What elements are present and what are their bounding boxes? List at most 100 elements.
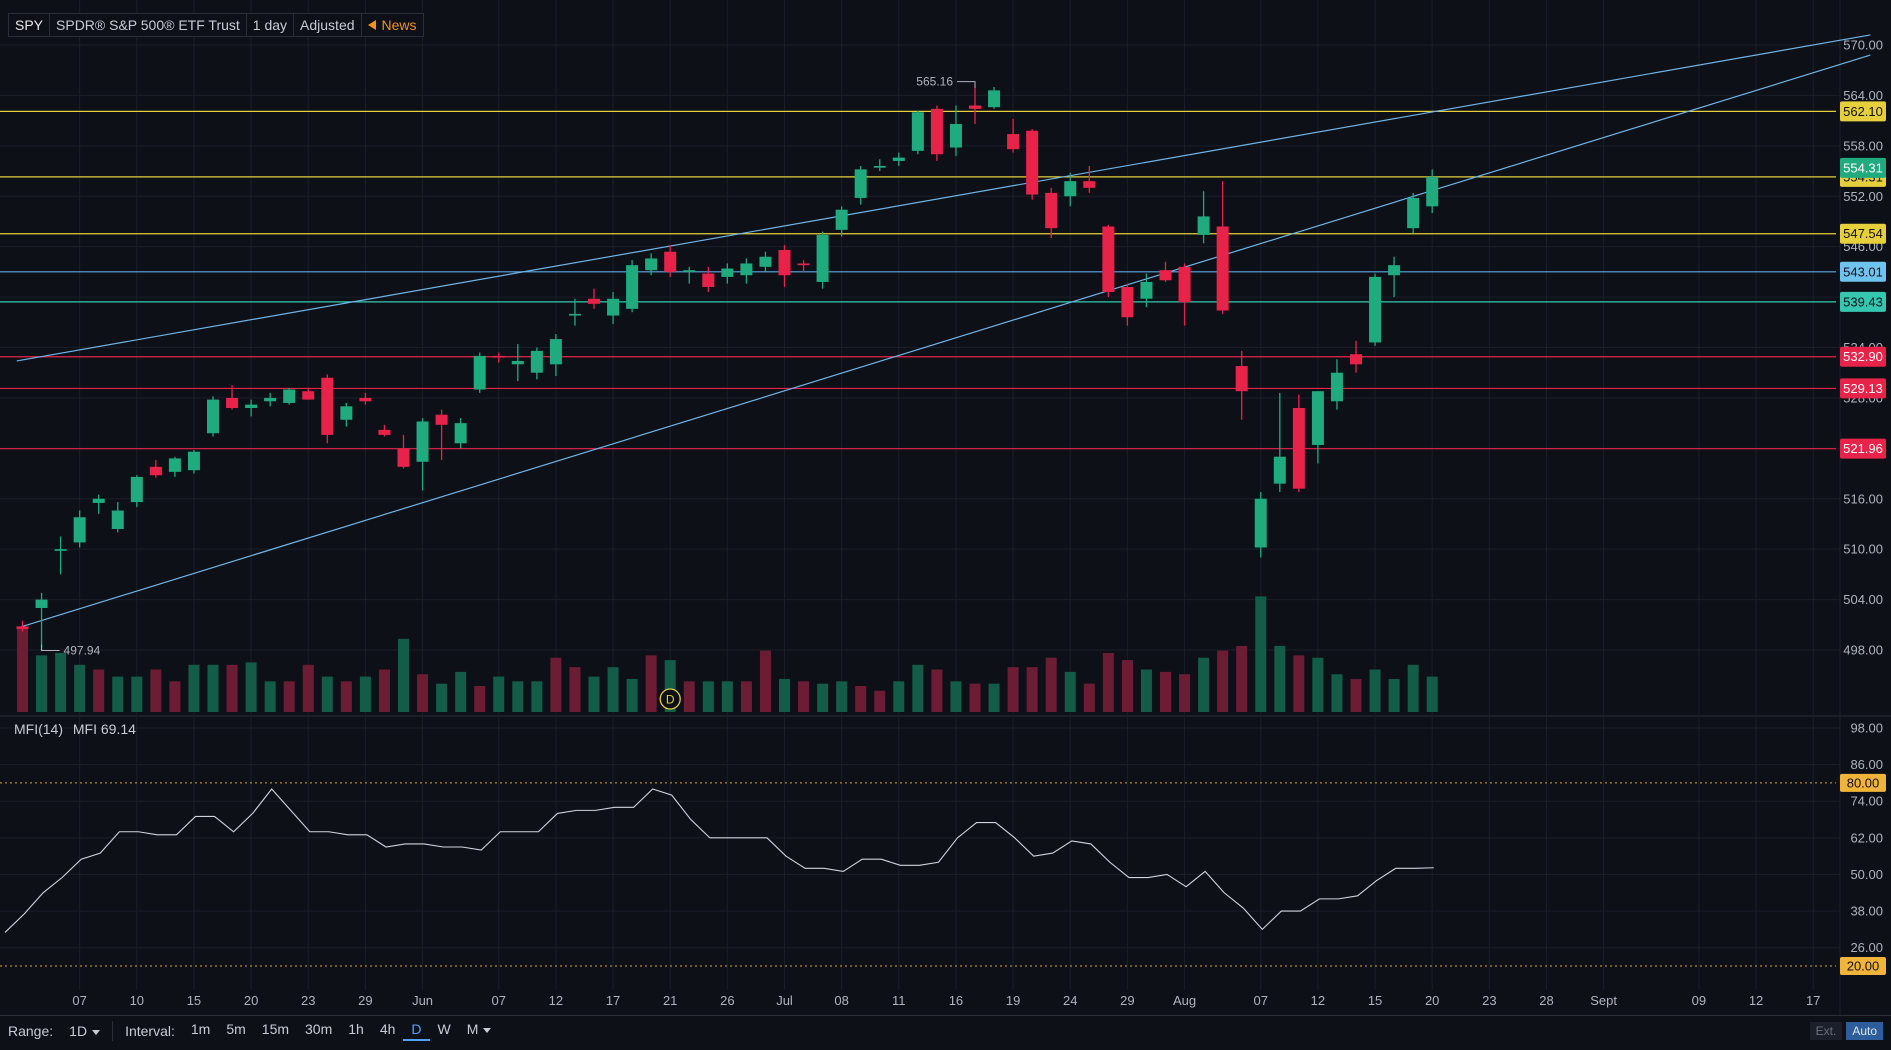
legend-name: SPDR® S&P 500® ETF Trust (50, 14, 247, 36)
volume-bar (1217, 650, 1229, 712)
range-value: 1D (69, 1023, 88, 1039)
price-label-tag (1840, 378, 1886, 399)
x-tick-label: 12 (549, 993, 563, 1008)
volume-bar (664, 660, 676, 712)
candle-body (226, 397, 239, 408)
candle (226, 385, 239, 410)
candle-body (1102, 226, 1115, 293)
candle-body (1216, 226, 1229, 311)
candle-body (607, 298, 620, 316)
mfi-tick-label: 86.00 (1850, 757, 1883, 772)
annotation-leader (41, 644, 60, 652)
x-tick-label: 23 (301, 993, 315, 1008)
x-tick-label: 24 (1063, 993, 1077, 1008)
x-tick-label: 10 (130, 993, 144, 1008)
interval-1m[interactable]: 1m (190, 1021, 211, 1037)
volume-bar (874, 690, 886, 712)
interval-d[interactable]: D (403, 1021, 430, 1041)
volume-bar (1064, 671, 1076, 712)
x-tick-label: 07 (1254, 993, 1268, 1008)
dividend-marker[interactable]: D (659, 688, 681, 710)
volume-bar (1102, 653, 1114, 712)
candle (683, 266, 696, 284)
candle (549, 334, 562, 377)
candle (1292, 394, 1305, 493)
interval-w[interactable]: W (437, 1021, 451, 1037)
volume-bar (340, 681, 352, 712)
candle-body (797, 263, 810, 266)
candle-body (149, 466, 162, 476)
interval-label: Interval: (125, 1023, 175, 1039)
volume-bar (150, 669, 162, 712)
candle (1330, 359, 1343, 410)
interval-m[interactable]: M (459, 1021, 500, 1041)
candle-body (1026, 130, 1039, 195)
x-tick-label: 23 (1482, 993, 1496, 1008)
candle (816, 231, 829, 289)
mfi-tick-label: 98.00 (1850, 721, 1883, 736)
candle-body (1159, 270, 1172, 281)
candle (1369, 273, 1382, 346)
candle-body (130, 476, 143, 503)
interval-15m[interactable]: 15m (261, 1021, 290, 1037)
legend-adjusted[interactable]: Adjusted (294, 14, 362, 36)
candle-body (511, 360, 524, 365)
volume-bar (474, 686, 486, 712)
candle-body (1083, 181, 1096, 188)
candle (1273, 392, 1286, 493)
legend-symbol[interactable]: SPY (9, 14, 51, 36)
volume-bar (512, 681, 524, 712)
candle (1235, 350, 1248, 420)
candle-body (1369, 276, 1382, 343)
candle (16, 620, 29, 632)
candle (530, 347, 543, 380)
interval-1h[interactable]: 1h (348, 1021, 364, 1037)
candle-body (1140, 281, 1153, 299)
bottom-toolbar: Range: 1D Interval: 1m 5m 15m 30m 1h 4h D W M Ex… (0, 1015, 1891, 1046)
volume-bar (988, 683, 1000, 712)
volume-bar (1045, 657, 1057, 712)
interval-4h[interactable]: 4h (379, 1021, 396, 1037)
candle-body (187, 451, 200, 471)
interval-30m[interactable]: 30m (305, 1021, 333, 1037)
ext-button[interactable]: Ext. (1809, 1022, 1843, 1040)
volume-bar (321, 676, 333, 712)
candle (911, 110, 924, 155)
candle-body (340, 406, 353, 420)
candle-body (1330, 372, 1343, 402)
price-level-labels: 562.10 554.31 547.54 543.01 539.43 532.90 529.… (1840, 101, 1886, 459)
candle (988, 87, 1001, 109)
candle-body (835, 209, 848, 230)
trend-lines (16, 34, 1871, 629)
volume-bar (1160, 671, 1171, 712)
candle (1407, 192, 1420, 234)
volume-bar (569, 667, 581, 712)
range-select[interactable]: 1D (61, 1023, 108, 1039)
volume-bar (759, 650, 771, 712)
volume-bar (169, 681, 181, 712)
candle-body (949, 123, 962, 148)
legend-news[interactable]: News (362, 14, 423, 36)
candle (264, 392, 277, 407)
mfi-os-tag (1840, 957, 1886, 975)
mfi-tick-label: 74.00 (1850, 794, 1883, 809)
candle (835, 206, 848, 237)
volume-bar (1026, 667, 1038, 712)
interval-5m[interactable]: 5m (226, 1021, 246, 1037)
volume-bar (455, 671, 467, 712)
legend-interval[interactable]: 1 day (247, 14, 295, 36)
price-axis: 570.00564.00558.00552.00546.00540.00534.… (0, 38, 1883, 658)
x-tick-label: 28 (1539, 993, 1553, 1008)
volume-bar (188, 664, 200, 712)
mfi-value: MFI 69.14 (72, 721, 136, 737)
x-tick-label: 15 (1368, 993, 1382, 1008)
candle-body (73, 517, 86, 543)
candle (1102, 224, 1115, 298)
auto-scale-button[interactable]: Auto (1846, 1022, 1883, 1040)
candle (321, 374, 334, 444)
volume-bar (817, 683, 829, 712)
candle (930, 105, 943, 161)
